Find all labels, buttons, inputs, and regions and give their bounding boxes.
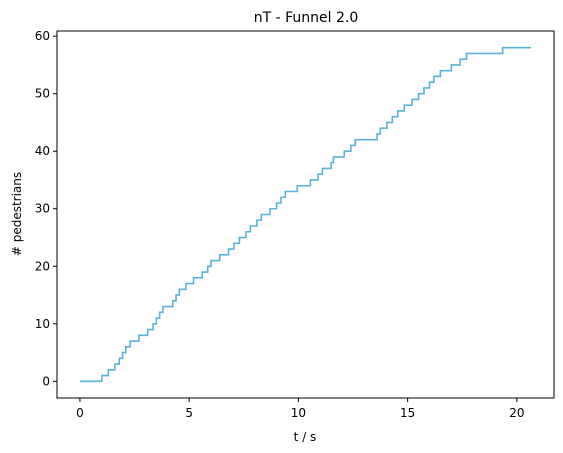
y-tick-label: 10 <box>35 317 50 331</box>
x-tick-label: 20 <box>509 406 524 420</box>
x-tick-label: 15 <box>400 406 415 420</box>
x-axis-label: t / s <box>294 430 317 444</box>
y-axis: 0 10 20 30 40 50 60 <box>35 29 57 388</box>
y-axis-label: # pedestrians <box>10 172 24 256</box>
y-tick-label: 50 <box>35 87 50 101</box>
y-tick-label: 60 <box>35 29 50 43</box>
chart-title: nT - Funnel 2.0 <box>254 10 359 26</box>
plot-area <box>57 31 554 398</box>
axes-frame <box>56 30 555 399</box>
y-tick-label: 30 <box>35 202 50 216</box>
x-tick-label: 5 <box>185 406 193 420</box>
y-tick-label: 0 <box>42 374 50 388</box>
plot-lines <box>79 46 532 383</box>
x-tick-label: 0 <box>76 406 84 420</box>
x-axis: 0 5 10 15 20 <box>76 398 525 420</box>
y-tick-label: 20 <box>35 259 50 273</box>
y-tick-label: 40 <box>35 144 50 158</box>
series-line <box>79 46 532 383</box>
x-tick-label: 10 <box>291 406 306 420</box>
